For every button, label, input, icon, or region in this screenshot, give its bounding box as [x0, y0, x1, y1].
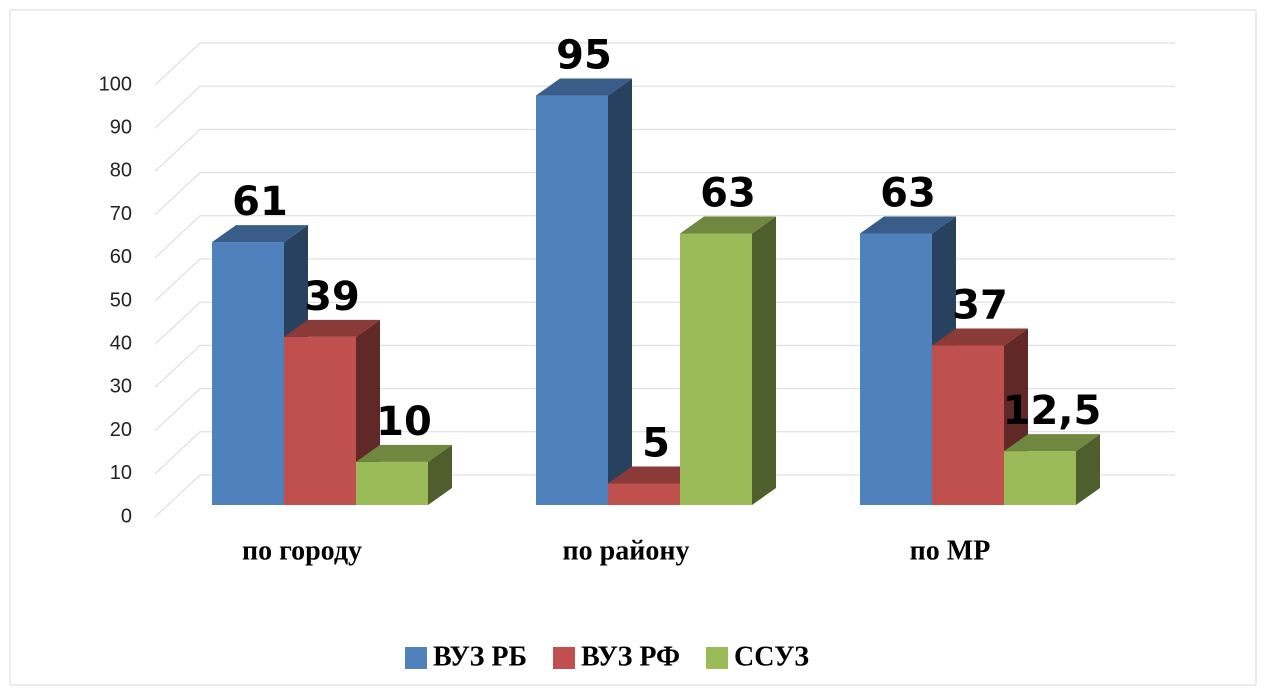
y-tick-label: 70: [110, 203, 132, 225]
legend-swatch: [552, 647, 575, 669]
bar-top: [212, 225, 308, 243]
bar: [860, 233, 932, 505]
grid-line: [154, 431, 1175, 475]
x-tick-label: по району: [563, 535, 690, 566]
grid-line: [154, 301, 1175, 345]
y-tick-label: 30: [110, 376, 132, 398]
bar-top: [860, 216, 956, 234]
y-tick-label: 40: [110, 332, 132, 354]
grid-line: [154, 215, 1175, 259]
bar: [356, 461, 428, 505]
bar-top: [1004, 434, 1100, 452]
grid-line: [154, 388, 1175, 431]
bar-top: [536, 78, 632, 96]
y-tick-label: 90: [110, 116, 132, 138]
y-tick-label: 0: [121, 505, 132, 527]
grid-line: [154, 128, 1175, 172]
y-tick-label: 60: [110, 246, 132, 268]
x-tick-label: по городу: [242, 535, 362, 566]
legend-swatch: [405, 647, 427, 669]
bar: [536, 95, 608, 506]
y-tick-label: 10: [110, 462, 132, 484]
grid-line: [154, 258, 1175, 302]
y-tick-label: 20: [110, 419, 132, 441]
legend-label: ССУЗ: [734, 641, 809, 672]
grid-line: [154, 85, 1175, 129]
data-label: 61: [232, 179, 288, 225]
bar: [284, 336, 356, 505]
data-label: 12,5: [1003, 388, 1102, 434]
bar: [680, 233, 752, 505]
bar: [212, 242, 284, 505]
legend-swatch: [706, 647, 729, 669]
x-tick-label: по МР: [910, 535, 991, 566]
bar-top: [680, 216, 776, 234]
grid-line: [154, 344, 1175, 388]
grid-line: [154, 42, 1175, 86]
grid-line: [154, 172, 1175, 215]
bar-side: [608, 78, 632, 506]
bar-side: [752, 216, 776, 505]
bar-side: [428, 444, 452, 505]
bar-top: [356, 444, 452, 462]
bar-top: [284, 319, 380, 337]
legend-label: ВУЗ РБ: [433, 641, 527, 672]
bar-side: [1076, 434, 1100, 505]
data-label: 63: [880, 170, 936, 216]
bar: [608, 483, 680, 505]
bar: [1004, 451, 1076, 505]
legend-label: ВУЗ РФ: [581, 641, 680, 672]
chart-border: [9, 9, 1257, 686]
data-label: 39: [304, 274, 360, 320]
data-label: 95: [556, 33, 612, 79]
data-label: 63: [700, 170, 756, 216]
y-tick-label: 80: [110, 160, 132, 182]
data-label: 10: [376, 399, 432, 445]
data-label: 5: [642, 420, 670, 466]
bar: [932, 345, 1004, 505]
bar-top: [932, 328, 1028, 346]
y-tick-label: 100: [99, 73, 132, 95]
data-label: 37: [952, 283, 1008, 329]
grid-line: [154, 474, 1175, 518]
y-tick-label: 50: [110, 289, 132, 311]
